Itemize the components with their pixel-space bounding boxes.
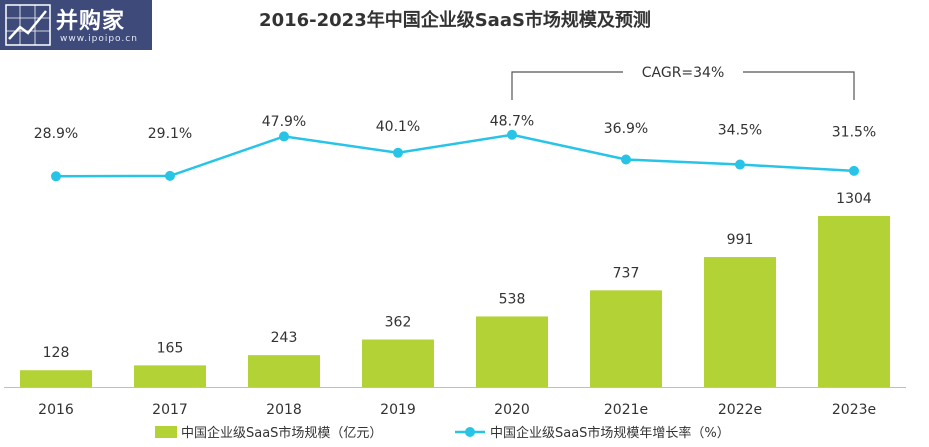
- growth-rate-point: [735, 159, 745, 170]
- logo-chart-icon: [5, 4, 51, 46]
- logo: 并购家 www.ipoipo.cn: [0, 0, 152, 50]
- growth-rate-point: [279, 131, 289, 142]
- x-tick-label: 2019: [380, 402, 416, 418]
- growth-rate-point: [51, 171, 61, 182]
- bar: [20, 370, 92, 387]
- cagr-bracket-left: [511, 71, 623, 100]
- bar-value-label: 128: [43, 345, 70, 361]
- x-tick-label: 2016: [38, 402, 74, 418]
- bar-value-label: 991: [727, 232, 754, 248]
- legend-bar-swatch: [155, 426, 177, 438]
- growth-rate-point: [621, 154, 631, 165]
- x-tick-label: 2018: [266, 402, 302, 418]
- growth-rate-point: [507, 129, 517, 140]
- bar-value-label: 165: [157, 340, 184, 356]
- bar-value-label: 243: [271, 330, 298, 346]
- bar: [134, 365, 206, 387]
- bar: [704, 257, 776, 387]
- bar: [818, 216, 890, 387]
- bar-value-label: 362: [385, 315, 412, 331]
- growth-rate-label: 34.5%: [718, 122, 762, 138]
- x-tick-label: 2020: [494, 402, 530, 418]
- growth-rate-label: 48.7%: [490, 113, 534, 129]
- bar: [248, 355, 320, 387]
- bar: [362, 339, 434, 387]
- growth-rate-label: 28.9%: [34, 126, 78, 142]
- growth-rate-label: 47.9%: [262, 114, 306, 130]
- bar-value-label: 538: [499, 291, 526, 307]
- cagr-label: CAGR=34%: [642, 65, 725, 81]
- bar: [476, 316, 548, 387]
- bar: [590, 290, 662, 387]
- logo-text: 并购家: [56, 9, 126, 34]
- growth-rate-point: [849, 165, 859, 176]
- growth-rate-point: [165, 170, 175, 181]
- x-tick-label: 2021e: [604, 402, 648, 418]
- x-tick-label: 2023e: [832, 402, 876, 418]
- growth-rate-label: 31.5%: [832, 124, 876, 140]
- legend-bar-label: 中国企业级SaaS市场规模（亿元）: [181, 425, 382, 441]
- x-tick-label: 2017: [152, 402, 188, 418]
- logo-url: www.ipoipo.cn: [60, 34, 138, 44]
- cagr-bracket-right: [743, 71, 855, 100]
- growth-rate-label: 40.1%: [376, 119, 420, 135]
- x-tick-label: 2022e: [718, 402, 762, 418]
- legend-line-label: 中国企业级SaaS市场规模年增长率（%）: [490, 425, 730, 441]
- growth-rate-label: 36.9%: [604, 121, 648, 137]
- bar-value-label: 737: [613, 265, 640, 281]
- growth-rate-label: 29.1%: [148, 126, 192, 142]
- chart-title: 2016-2023年中国企业级SaaS市场规模及预测: [259, 10, 651, 31]
- growth-rate-line: [55, 133, 855, 178]
- bar-value-label: 1304: [836, 191, 872, 207]
- growth-rate-point: [393, 147, 403, 158]
- legend-line-marker: [465, 427, 475, 437]
